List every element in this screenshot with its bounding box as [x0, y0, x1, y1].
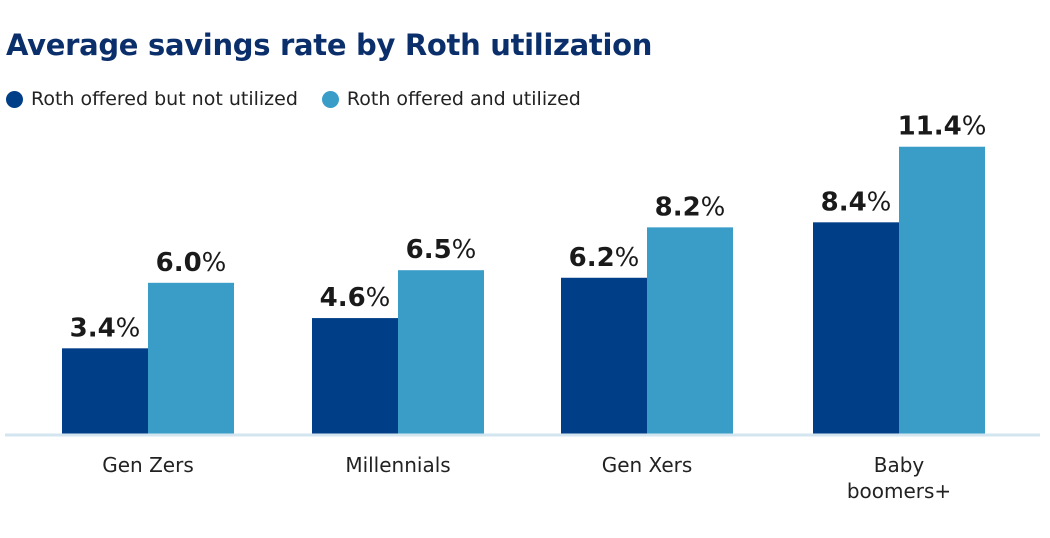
bar	[148, 282, 234, 434]
legend-swatch	[6, 90, 23, 108]
legend-label: Roth offered and utilized	[346, 88, 581, 110]
legend: Roth offered but not utilized Roth offer…	[6, 88, 581, 110]
category-label: Gen Xers	[602, 453, 693, 477]
category-label: Millennials	[345, 453, 450, 477]
bar	[561, 277, 648, 434]
bar	[312, 318, 399, 434]
data-label: 11.4%	[898, 112, 987, 142]
bar	[647, 227, 733, 434]
data-label: 4.6%	[320, 283, 391, 313]
category-label: Gen Zers	[102, 453, 193, 477]
category-label: Baby boomers+	[847, 453, 951, 503]
legend-swatch	[321, 90, 339, 108]
bar	[813, 222, 900, 434]
data-label: 8.2%	[655, 192, 726, 222]
bar	[899, 146, 985, 434]
bar	[62, 348, 149, 434]
data-label: 8.4%	[821, 187, 892, 217]
data-label: 6.0%	[156, 248, 227, 278]
bar	[398, 270, 484, 434]
legend-label: Roth offered but not utilized	[31, 88, 298, 110]
data-label: 6.2%	[569, 243, 640, 273]
data-label: 6.5%	[406, 235, 477, 265]
data-label: 3.4%	[70, 313, 141, 343]
legend-item-not-utilized: Roth offered but not utilized	[6, 88, 298, 110]
chart-title: Average savings rate by Roth utilization	[6, 28, 653, 62]
legend-item-utilized: Roth offered and utilized	[321, 88, 581, 110]
